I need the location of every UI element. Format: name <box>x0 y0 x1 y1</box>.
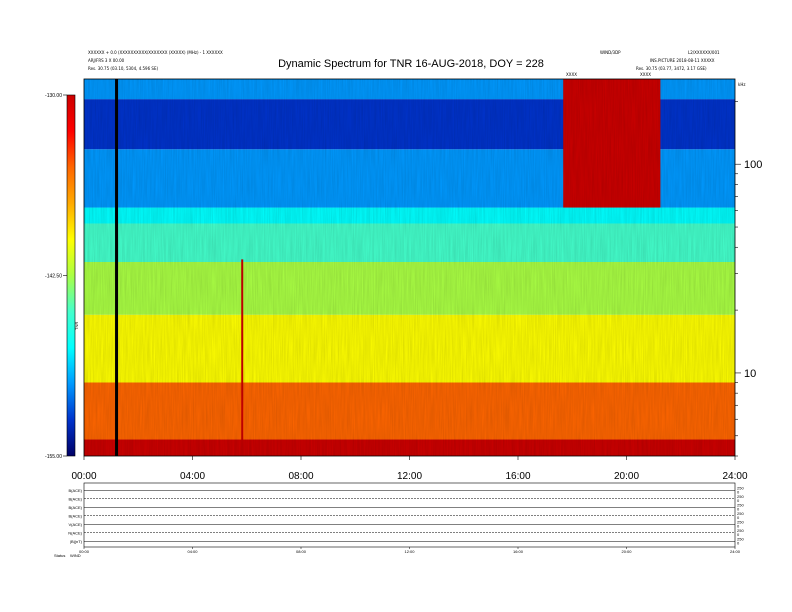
lower-x-axis-ticks: 00:00 04:00 08:00 12:00 16:00 20:00 24:00 <box>79 547 741 554</box>
colorbar-unit-label: TNR <box>74 322 79 330</box>
header-info-line-1: XXXXXX + 0.0 (XXXXXXXXXX/XXXXXXX (XXXXX)… <box>88 50 223 55</box>
time-series-right-tick: 0 <box>737 506 740 511</box>
lower-x-tick-label: 04:00 <box>187 549 198 554</box>
header-info-right-3: INS.PICTURE 2018-08-11 XXXXX <box>650 58 715 63</box>
time-series-right-tick: 0 <box>737 540 740 545</box>
x-tick-label: 16:00 <box>505 471 530 482</box>
y-axis-ticks: 10 100 <box>735 101 762 457</box>
time-series-right-tick: 250 <box>737 519 744 524</box>
x-tick-label: 12:00 <box>397 471 422 482</box>
time-series-label: V(ACE) <box>68 522 82 527</box>
time-series-label: N(ACE) <box>68 530 82 535</box>
event-label-2: XXXX <box>640 72 651 77</box>
texture-overlay <box>84 79 735 456</box>
lower-x-tick-label: 12:00 <box>404 549 415 554</box>
header-info-right-2: L2/XXXXXX/001 <box>688 50 720 55</box>
time-series-right-tick: 250 <box>737 536 744 541</box>
time-series-right-tick: 0 <box>737 532 740 537</box>
time-series-right-tick: 250 <box>737 502 744 507</box>
header-info-right-4: Res. 30.75 (03.77, 3472, 3.17 GSE) <box>636 66 707 71</box>
time-series-label: B(ACE) <box>68 488 82 493</box>
spectrogram-plot <box>83 78 736 457</box>
lower-x-tick-label: 08:00 <box>296 549 307 554</box>
x-axis-ticks: 00:00 04:00 08:00 12:00 16:00 20:00 24:00 <box>71 456 748 482</box>
time-series-right-tick: 250 <box>737 485 744 490</box>
lower-x-tick-label: 24:00 <box>730 549 741 554</box>
x-tick-label: 08:00 <box>288 471 313 482</box>
colorbar-tick-label: -130.00 <box>45 93 62 99</box>
header-info-line-2: ARJ/FRS 3 X 00.00 <box>88 58 125 63</box>
x-tick-label: 00:00 <box>71 471 96 482</box>
colorbar <box>66 94 76 457</box>
x-tick-label: 20:00 <box>614 471 639 482</box>
time-series-right-tick: 0 <box>737 498 740 503</box>
time-series-label: B(ACE) <box>68 505 82 510</box>
footer-status-label: Status <box>54 553 65 558</box>
header-info-right-1: WIND/3DP <box>600 50 621 55</box>
lower-x-tick-label: 20:00 <box>621 549 632 554</box>
x-tick-label: 04:00 <box>180 471 205 482</box>
time-series-label: B(ACE) <box>68 496 82 501</box>
lower-x-tick-label: 00:00 <box>79 549 90 554</box>
time-series-right-tick: 250 <box>737 494 744 499</box>
footer-status-value: WIND <box>70 553 81 558</box>
lower-x-tick-label: 16:00 <box>513 549 524 554</box>
y-tick-label: 100 <box>744 159 762 171</box>
time-series-label: |B|(nT) <box>70 539 83 544</box>
y-tick-label: 10 <box>744 368 756 380</box>
event-label-1: XXXX <box>566 72 577 77</box>
time-series-right-tick: 250 <box>737 511 744 516</box>
colorbar-tick-label: -155.00 <box>45 454 62 460</box>
colorbar-tick-label: -142.50 <box>45 274 62 280</box>
time-series-right-tick: 0 <box>737 489 740 494</box>
time-series-right-tick: 0 <box>737 515 740 520</box>
time-series-right-tick: 250 <box>737 528 744 533</box>
colorbar-ticks: -130.00 -142.50 -155.00 <box>45 93 67 460</box>
header-info-line-3: Res. 30.75 (03.10, 5304, 4.596 SE) <box>88 66 159 71</box>
time-series-label: B(ACE) <box>68 513 82 518</box>
y-axis-unit-label: kHz <box>738 82 746 87</box>
chart-title: Dynamic Spectrum for TNR 16-AUG-2018, DO… <box>278 58 544 70</box>
time-series-right-tick: 0 <box>737 523 740 528</box>
lower-panel-frame <box>83 482 736 548</box>
x-tick-label: 24:00 <box>722 471 747 482</box>
